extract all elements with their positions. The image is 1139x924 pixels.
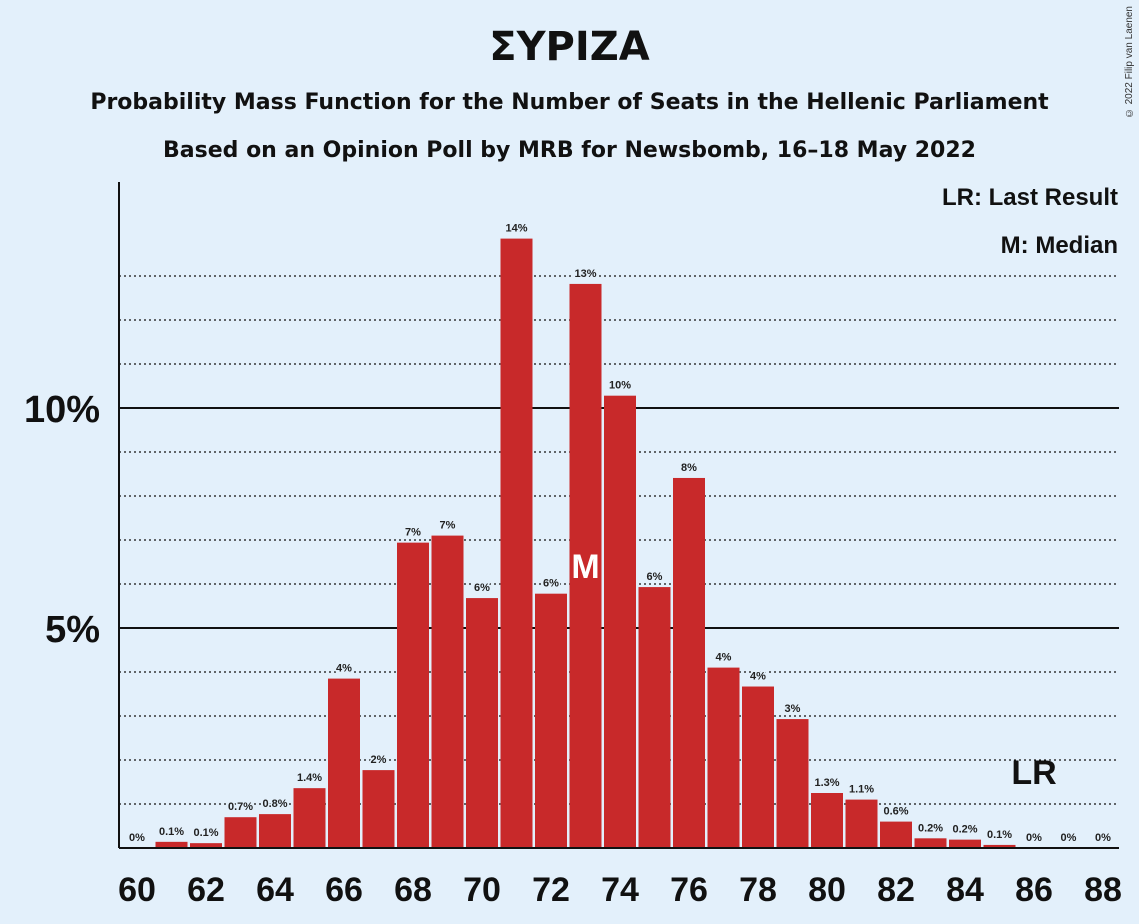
bar-value-label: 0% <box>1026 832 1042 844</box>
bar-value-label: 7% <box>405 527 421 539</box>
bar-value-label: 4% <box>716 652 732 664</box>
bar <box>431 535 464 848</box>
bar <box>914 838 947 848</box>
bar <box>569 283 602 848</box>
legend-median: M: Median <box>1000 232 1118 259</box>
bar-value-label: 0.8% <box>262 798 287 810</box>
bar-value-label: 6% <box>474 582 490 594</box>
bar <box>466 598 498 848</box>
bar-value-label: 2% <box>371 754 387 766</box>
bar-value-label: 8% <box>681 462 697 474</box>
x-tick-label: 74 <box>601 871 639 909</box>
bar-value-label: 0.2% <box>918 822 943 834</box>
x-tick-label: 68 <box>394 871 432 909</box>
x-tick-label: 66 <box>325 871 363 909</box>
x-tick-label: 86 <box>1015 871 1053 909</box>
x-tick-label: 84 <box>946 871 984 909</box>
bar-value-label: 7% <box>440 520 456 532</box>
bar <box>604 395 636 848</box>
bar-value-label: 0% <box>1061 832 1077 844</box>
chart-subtitle: Probability Mass Function for the Number… <box>90 90 1049 115</box>
bar <box>362 770 395 848</box>
bar <box>638 587 671 848</box>
bar <box>293 788 326 848</box>
x-tick-label: 62 <box>187 871 225 909</box>
bar-value-label: 0.7% <box>228 801 253 813</box>
bar-value-label: 0% <box>1095 832 1111 844</box>
bar-value-label: 0.1% <box>193 827 218 839</box>
x-tick-label: 76 <box>670 871 708 909</box>
chart-title: ΣΥΡΙΖΑ <box>489 24 650 70</box>
median-marker: M <box>571 548 599 586</box>
x-tick-label: 72 <box>532 871 570 909</box>
x-tick-label: 78 <box>739 871 777 909</box>
bar <box>328 678 360 848</box>
bar <box>155 841 188 848</box>
bar-value-label: 1.3% <box>814 777 839 789</box>
y-tick-label: 10% <box>24 389 100 431</box>
bar <box>983 844 1016 848</box>
legend-last-result: LR: Last Result <box>941 184 1118 211</box>
bar-value-label: 1.1% <box>849 784 874 796</box>
bar-value-label: 6% <box>543 578 559 590</box>
bar <box>742 686 774 848</box>
x-tick-label: 70 <box>463 871 501 909</box>
bar <box>259 814 291 848</box>
bar-value-label: 0% <box>129 832 145 844</box>
bar <box>949 839 981 848</box>
bar <box>776 719 809 848</box>
x-tick-label: 64 <box>256 871 294 909</box>
bar-value-label: 1.4% <box>297 772 322 784</box>
bar <box>707 667 740 848</box>
y-tick-label: 5% <box>45 609 100 651</box>
last-result-marker: LR <box>1011 754 1056 792</box>
bar <box>500 238 533 849</box>
bar <box>190 843 222 848</box>
bar <box>224 817 257 848</box>
chart-subtitle-poll: Based on an Opinion Poll by MRB for News… <box>163 138 976 163</box>
x-tick-label: 82 <box>877 871 915 909</box>
bar-value-label: 0.1% <box>987 829 1012 841</box>
bar-value-label: 4% <box>750 671 766 683</box>
x-tick-label: 60 <box>118 871 156 909</box>
bar <box>535 593 567 848</box>
bar-value-label: 14% <box>505 223 527 235</box>
bar-value-label: 10% <box>609 380 631 392</box>
bar-value-label: 0.2% <box>952 824 977 836</box>
bar <box>811 793 843 848</box>
bar-value-label: 0.6% <box>883 806 908 818</box>
bar-value-label: 4% <box>336 663 352 675</box>
bar-value-label: 6% <box>647 571 663 583</box>
bar <box>673 477 705 848</box>
x-tick-label: 88 <box>1084 871 1122 909</box>
bar <box>845 799 878 848</box>
bar <box>397 542 429 848</box>
bar-value-label: 13% <box>574 268 596 280</box>
bar-value-label: 3% <box>785 703 801 715</box>
bar <box>880 821 912 848</box>
x-tick-label: 80 <box>808 871 846 909</box>
bar-value-label: 0.1% <box>159 826 184 838</box>
